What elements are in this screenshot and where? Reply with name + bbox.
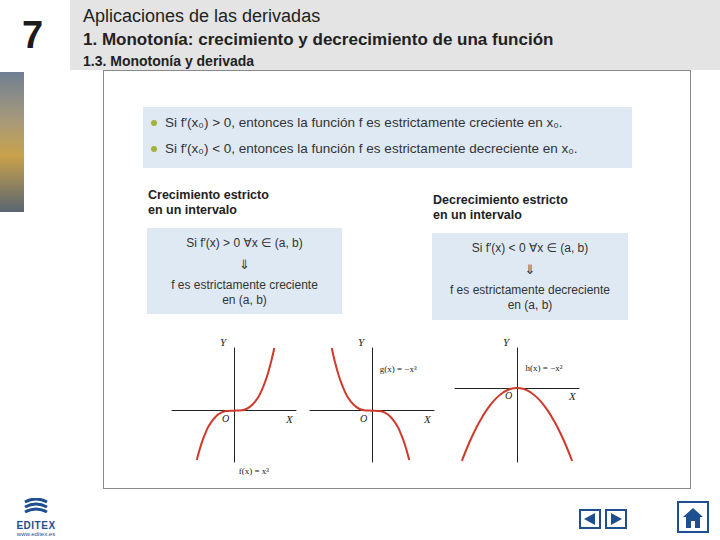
svg-text:g(x) = −x³: g(x) = −x³ [380,364,417,374]
html-text:1. Monotonía: crecimiento y de: 1. Monotonía: crecimiento y decrecimient… [83,30,554,49]
svg-text:O: O [505,390,512,401]
svg-text:X: X [285,413,294,425]
svg-text:h(x) = −x²: h(x) = −x² [526,363,563,373]
html-text:Aplicaciones de las derivadas: Aplicaciones de las derivadas [83,6,321,26]
html-text:1.3. Monotonía y derivada: 1.3. Monotonía y derivada [83,53,255,69]
html-text:f es estrictamente decreciente: f es estrictamente decreciente [450,283,610,297]
svg-text:f(x) = x³: f(x) = x³ [239,466,270,476]
html-text:Si f′(x₀) > 0, entonces la fun: Si f′(x₀) > 0, entonces la función f es … [165,115,563,130]
html-text:www.editex.es: www.editex.es [16,531,56,537]
html-text:en un intervalo: en un intervalo [148,203,237,217]
html-text:en (a, b): en (a, b) [507,298,553,312]
svg-text:O: O [222,413,229,424]
html-text:Si f′(x) < 0 ∀x ∈ (a, b): Si f′(x) < 0 ∀x ∈ (a, b) [471,241,589,255]
svg-text:Y: Y [358,336,366,348]
svg-text:Y: Y [220,336,228,348]
html-text:en (a, b): en (a, b) [222,293,267,307]
html-text:en un intervalo: en un intervalo [433,208,522,222]
svg-text:O: O [360,413,367,424]
svg-text:X: X [568,390,577,402]
html-text:EDITEX: EDITEX [16,520,56,531]
html-text:Decrecimiento estricto: Decrecimiento estricto [433,193,568,207]
html-text:Si f′(x₀) < 0, entonces la fun: Si f′(x₀) < 0, entonces la función f es … [165,141,578,156]
svg-text:X: X [423,413,432,425]
html-text:7: 7 [22,14,44,56]
html-text:f es estrictamente creciente: f es estrictamente creciente [171,278,318,292]
svg-text:Y: Y [503,336,511,348]
html-text:Si f′(x) > 0 ∀x ∈ (a, b): Si f′(x) > 0 ∀x ∈ (a, b) [186,236,303,250]
html-text:Crecimiento estricto: Crecimiento estricto [148,188,269,202]
